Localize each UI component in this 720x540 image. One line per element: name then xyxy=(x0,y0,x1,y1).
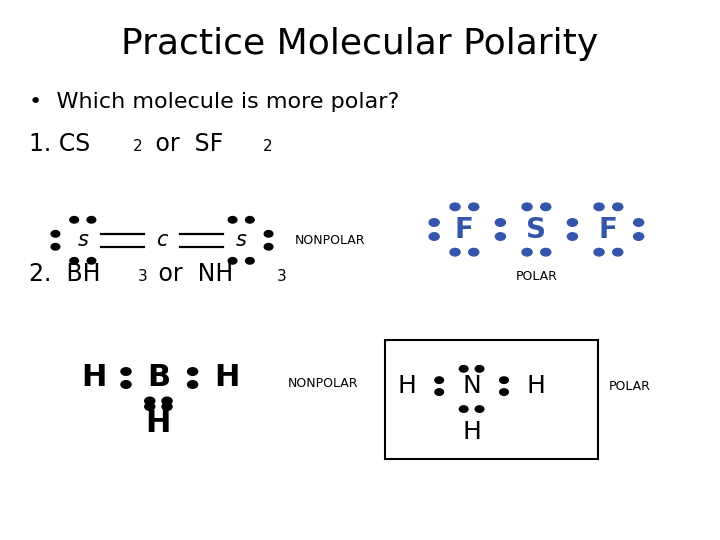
Circle shape xyxy=(70,217,78,223)
Text: H: H xyxy=(214,363,240,393)
Circle shape xyxy=(435,389,444,395)
Circle shape xyxy=(495,219,505,226)
Circle shape xyxy=(459,366,468,372)
Circle shape xyxy=(228,217,237,223)
Text: H: H xyxy=(145,409,171,438)
Text: 1. CS: 1. CS xyxy=(29,132,90,156)
Circle shape xyxy=(541,203,551,211)
Circle shape xyxy=(264,231,273,237)
Circle shape xyxy=(522,203,532,211)
Circle shape xyxy=(567,219,577,226)
Circle shape xyxy=(435,377,444,383)
Text: H: H xyxy=(462,420,481,444)
Circle shape xyxy=(145,397,155,405)
Text: Practice Molecular Polarity: Practice Molecular Polarity xyxy=(122,27,598,61)
Circle shape xyxy=(162,397,172,405)
Circle shape xyxy=(246,258,254,264)
Circle shape xyxy=(469,248,479,256)
Circle shape xyxy=(450,203,460,211)
Text: or  SF: or SF xyxy=(148,132,223,156)
Circle shape xyxy=(246,217,254,223)
Circle shape xyxy=(188,368,197,375)
Circle shape xyxy=(162,403,172,410)
Circle shape xyxy=(429,233,439,240)
Text: N: N xyxy=(462,374,481,398)
Circle shape xyxy=(87,258,96,264)
Circle shape xyxy=(264,244,273,250)
Circle shape xyxy=(594,203,604,211)
Text: H: H xyxy=(81,363,107,393)
Text: B: B xyxy=(147,363,170,393)
Circle shape xyxy=(613,248,623,256)
Text: H: H xyxy=(397,374,416,398)
Circle shape xyxy=(121,381,131,388)
Text: NONPOLAR: NONPOLAR xyxy=(295,234,366,247)
Text: 2.  BH: 2. BH xyxy=(29,262,100,286)
Text: POLAR: POLAR xyxy=(516,270,557,283)
Circle shape xyxy=(450,248,460,256)
Text: NONPOLAR: NONPOLAR xyxy=(288,377,359,390)
Circle shape xyxy=(475,406,484,413)
Bar xyxy=(385,340,598,459)
Circle shape xyxy=(145,403,155,410)
Text: c: c xyxy=(156,230,168,251)
Circle shape xyxy=(634,219,644,226)
Text: or  NH: or NH xyxy=(151,262,233,286)
Circle shape xyxy=(459,406,468,413)
Circle shape xyxy=(500,389,508,395)
Circle shape xyxy=(567,233,577,240)
Circle shape xyxy=(121,368,131,375)
Circle shape xyxy=(51,231,60,237)
Circle shape xyxy=(429,219,439,226)
Circle shape xyxy=(500,377,508,383)
Text: s: s xyxy=(77,230,89,251)
Text: POLAR: POLAR xyxy=(608,380,650,393)
Circle shape xyxy=(522,248,532,256)
Text: F: F xyxy=(455,215,474,244)
Circle shape xyxy=(541,248,551,256)
Text: 2: 2 xyxy=(263,139,272,154)
Circle shape xyxy=(188,381,197,388)
Text: •  Which molecule is more polar?: • Which molecule is more polar? xyxy=(29,92,399,112)
Circle shape xyxy=(469,203,479,211)
Circle shape xyxy=(613,203,623,211)
Circle shape xyxy=(495,233,505,240)
Text: 2: 2 xyxy=(133,139,143,154)
Text: H: H xyxy=(527,374,546,398)
Circle shape xyxy=(594,248,604,256)
Text: 3: 3 xyxy=(138,269,148,284)
Circle shape xyxy=(87,217,96,223)
Circle shape xyxy=(228,258,237,264)
Text: 3: 3 xyxy=(276,269,287,284)
Text: s: s xyxy=(235,230,247,251)
Circle shape xyxy=(51,244,60,250)
Circle shape xyxy=(70,258,78,264)
Circle shape xyxy=(475,366,484,372)
Circle shape xyxy=(634,233,644,240)
Text: S: S xyxy=(526,215,546,244)
Text: F: F xyxy=(599,215,618,244)
